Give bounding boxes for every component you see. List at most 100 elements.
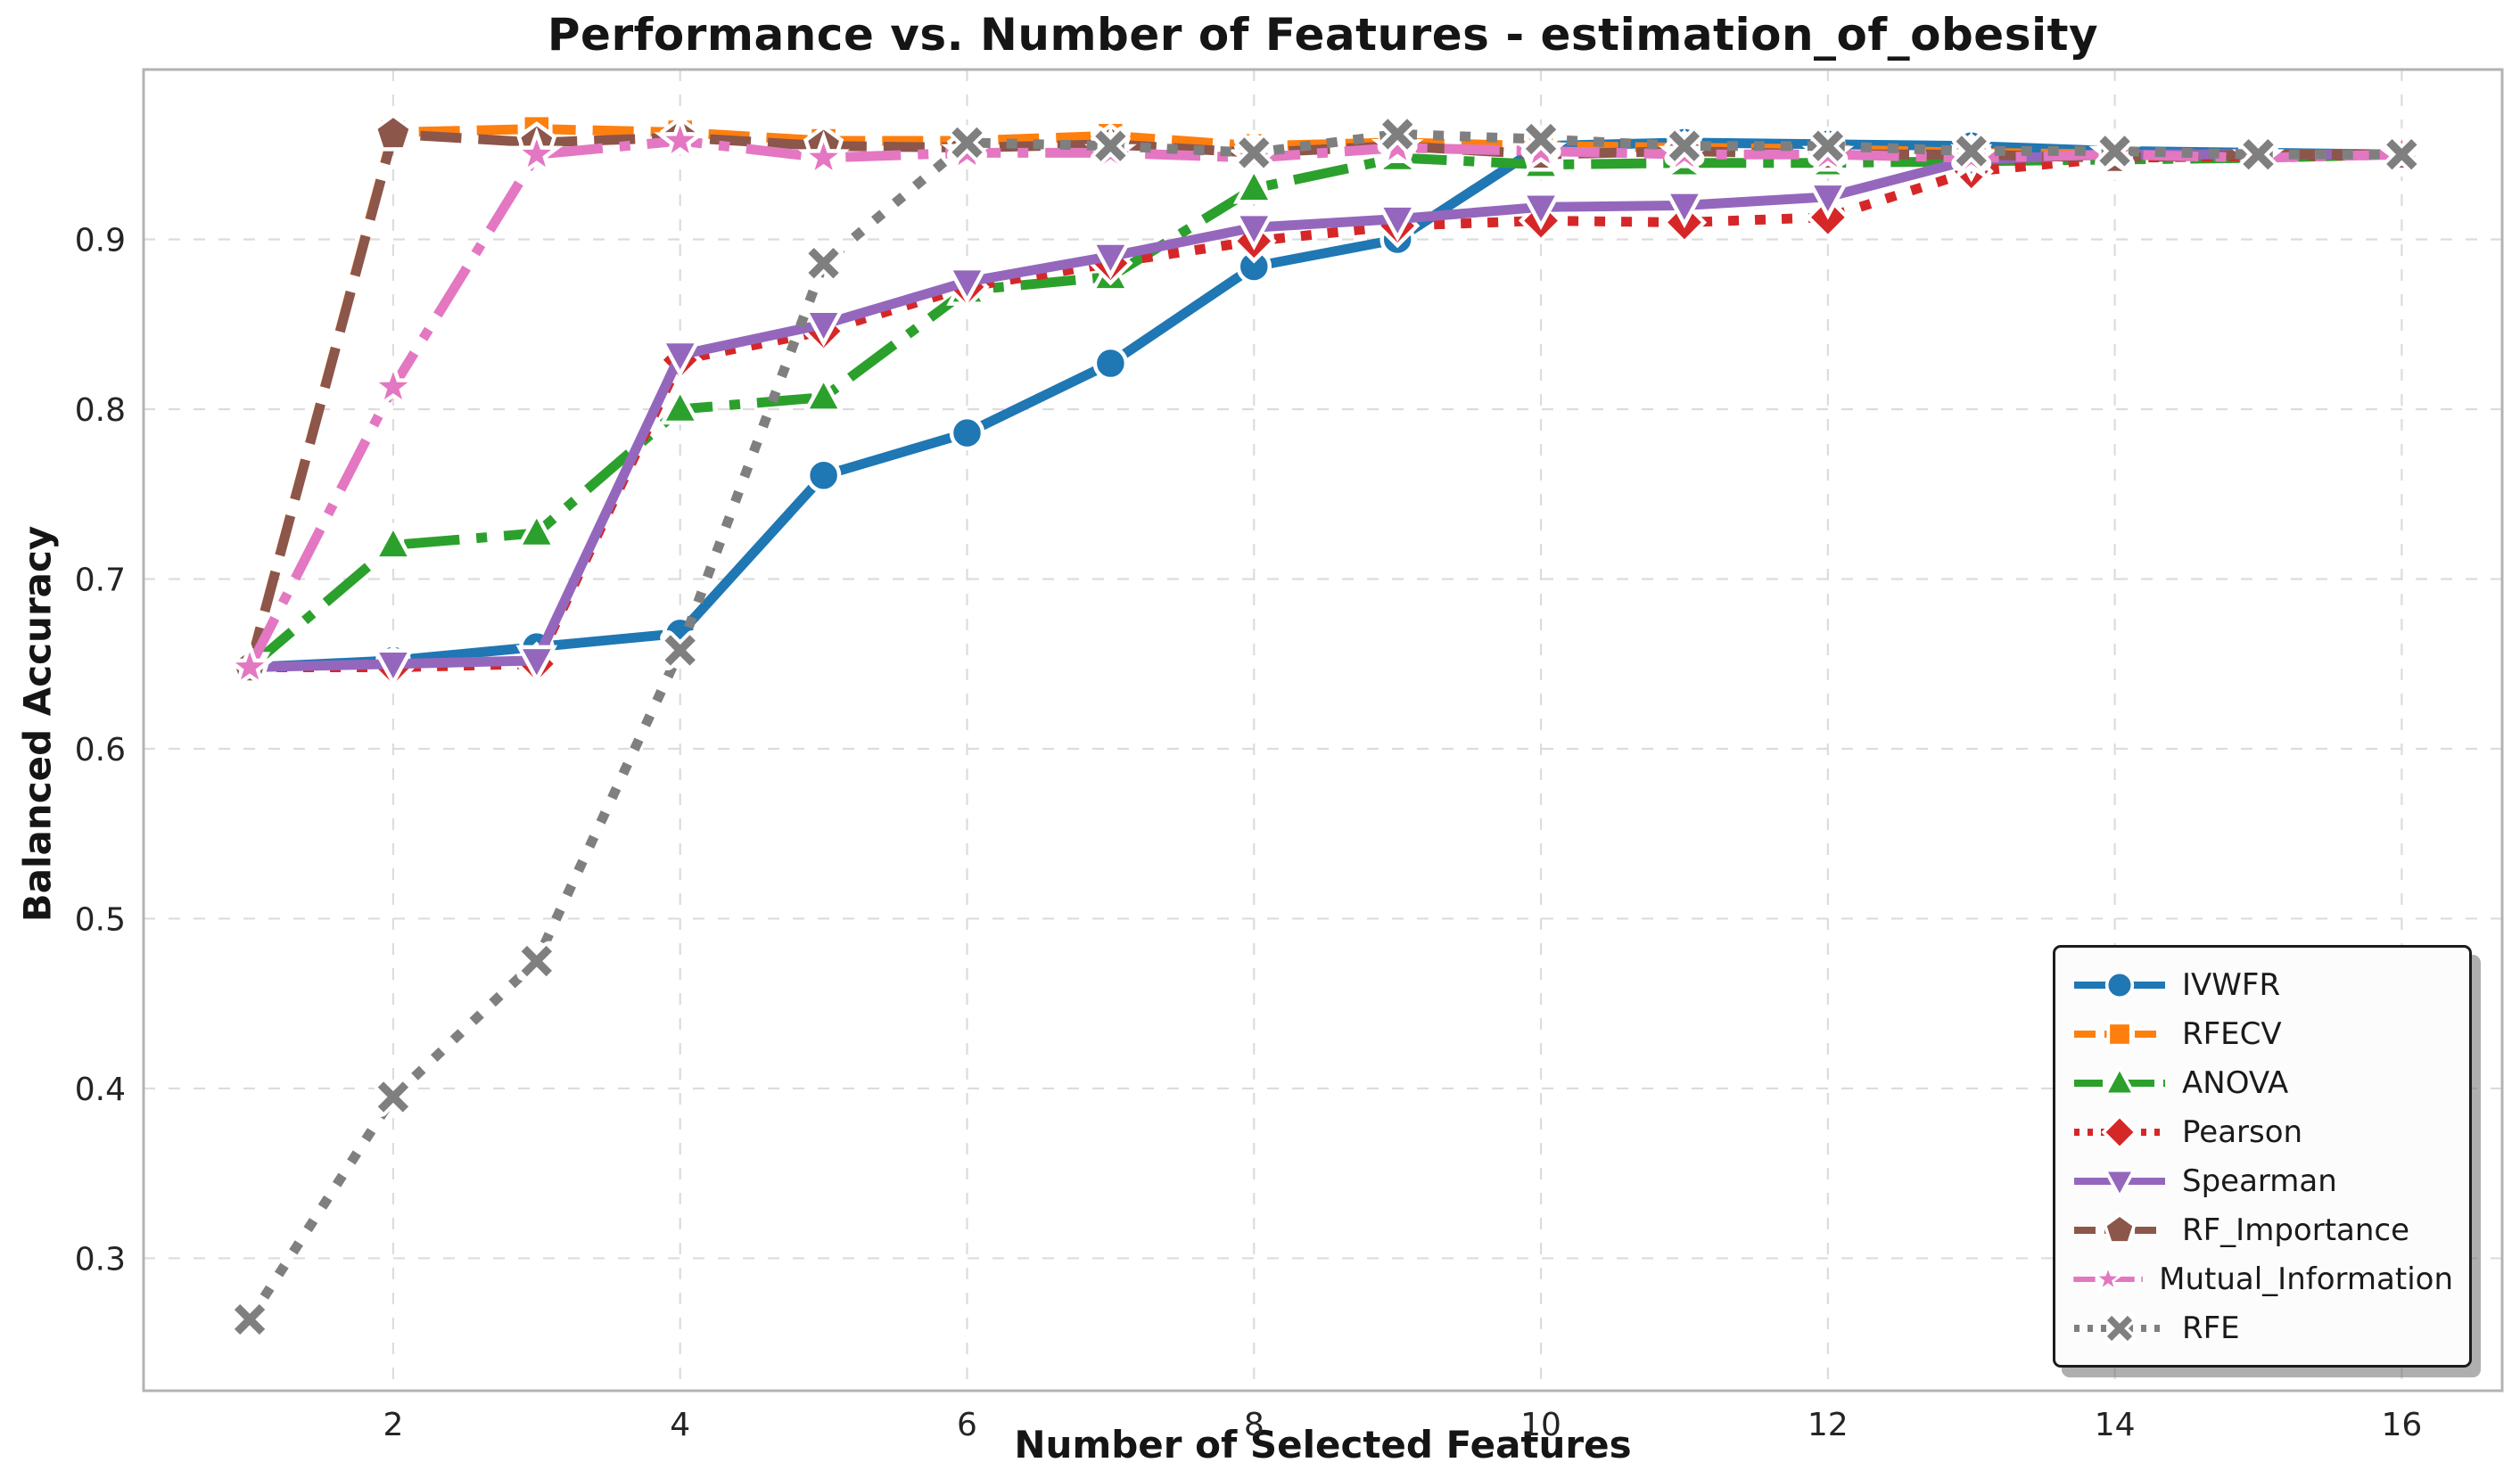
plot-border [142,68,2504,1393]
legend-item-RF_Importance: RF_Importance [2071,1205,2453,1254]
legend-sample-line [2074,1113,2165,1151]
series-Spearman [228,138,2423,691]
legend-sample-line [2074,970,2165,999]
x-marker [1664,126,1705,167]
triangle-down-marker [1090,241,1132,280]
legend-sample-line [2074,1020,2165,1048]
y-tick-label: 0.4 [75,1072,126,1108]
circle-marker [2104,970,2135,999]
legend-item-Pearson: Pearson [2071,1107,2453,1156]
x-tick-label: 16 [2381,1407,2422,1443]
star-marker [797,130,850,181]
triangle-down-marker [515,645,558,684]
triangle-up-marker [372,522,415,561]
legend-sample-line [2074,1212,2165,1245]
x-marker [1808,126,1849,167]
y-tick-label: 0.6 [75,732,126,768]
x-tick-label: 12 [1808,1407,1849,1443]
circle-marker [1092,345,1129,382]
y-tick-label: 0.8 [75,392,126,429]
pentagon-marker [2103,1212,2137,1245]
legend-label: RFECV [2182,1015,2282,1052]
series-line [249,137,2402,673]
triangle-down-marker [2102,1168,2137,1200]
triangle-down-marker [372,648,415,687]
legend-sample-line [2074,1064,2165,1096]
triangle-up-marker [659,386,701,425]
triangle-down-marker [1807,181,1849,220]
square-marker [2106,1020,2133,1048]
x-tick-label: 4 [670,1407,690,1443]
x-marker [946,122,987,163]
y-tick-label: 0.3 [75,1241,126,1278]
x-marker [2103,1311,2137,1344]
pentagon-marker [373,112,414,152]
series-line [249,149,2402,673]
x-tick-label: 14 [2095,1407,2136,1443]
x-tick-label: 8 [1244,1407,1264,1443]
legend-label: Spearman [2182,1163,2337,1199]
series-RF_Importance [229,112,2422,685]
legend-label: RF_Importance [2182,1212,2410,1248]
x-marker [2095,130,2136,171]
legend-item-IVWFR: IVWFR [2071,960,2453,1009]
star-marker [366,359,420,410]
series-line [245,136,2402,670]
triangle-up-marker [1232,165,1275,204]
legend-sample-line [2074,1311,2165,1344]
legend-item-ANOVA: ANOVA [2071,1058,2453,1107]
x-marker [1090,126,1131,167]
x-tick-label: 10 [1520,1407,1561,1443]
star-marker [223,639,276,690]
legend-item-RFECV: RFECV [2071,1009,2453,1058]
legend-item-Spearman: Spearman [2071,1156,2453,1205]
triangle-down-marker [1376,203,1419,242]
legend: IVWFR RFECV ANOVA Pearson Spearman RF_Importa… [2053,945,2472,1368]
legend-item-RFE: RFE [2071,1303,2453,1352]
circle-marker [805,457,842,494]
star-marker [654,113,707,163]
legend-label: RFE [2182,1310,2240,1346]
x-marker [2381,134,2422,175]
tick-labels: 2 4 6 8 10 12 14 16 0.3 0.4 0.5 0.6 0.7 0.8 0.9 [75,222,2423,1443]
series-Mutual_Information [223,113,2428,690]
x-marker [1233,132,1274,173]
x-marker [516,941,557,982]
triangle-up-marker [2102,1064,2137,1096]
legend-label: ANOVA [2182,1064,2289,1101]
x-axis-label: Number of Selected Features [1014,1423,1632,1467]
chart-title: Performance vs. Number of Features - est… [547,9,2099,61]
series-RFE [229,113,2422,1340]
x-marker [229,1299,270,1340]
triangle-down-marker [946,266,988,305]
legend-sample-line [2074,1168,2165,1200]
x-marker [803,242,844,283]
circle-marker [949,415,985,451]
legend-label: Mutual_Information [2159,1261,2453,1297]
x-marker [660,629,701,670]
x-marker [373,1076,414,1117]
triangle-down-marker [1663,190,1706,229]
x-tick-label: 2 [383,1407,403,1443]
triangle-up-marker [515,510,558,549]
triangle-down-marker [1232,211,1275,251]
legend-sample-line [2073,1261,2143,1294]
triangle-down-marker [803,308,844,348]
legend-item-Mutual_Information: Mutual_Information [2071,1254,2453,1303]
star-marker [510,127,564,177]
triangle-up-marker [803,374,844,413]
x-marker [1520,119,1561,160]
x-marker [1951,130,1992,171]
x-marker [1377,113,1418,154]
y-tick-label: 0.9 [75,222,126,259]
y-tick-label: 0.5 [75,901,126,938]
legend-label: IVWFR [2182,966,2281,1003]
legend-label: Pearson [2182,1113,2303,1150]
x-marker [2237,134,2278,175]
y-tick-label: 0.7 [75,562,126,598]
x-tick-label: 6 [957,1407,977,1443]
triangle-down-marker [1519,192,1562,231]
star-marker [2091,1261,2125,1294]
